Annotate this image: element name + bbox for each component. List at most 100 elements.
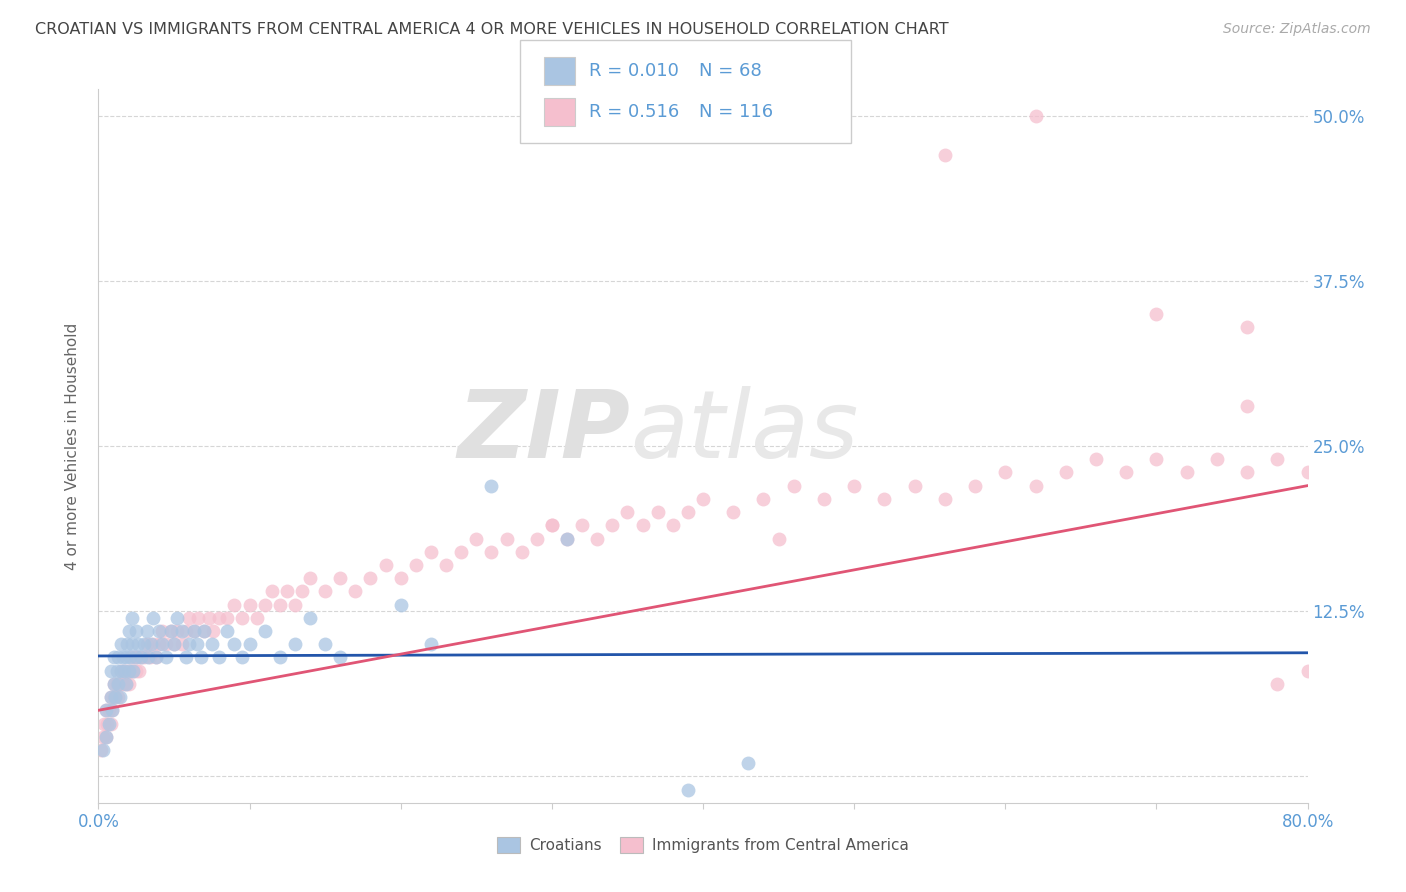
Point — [118, 624, 141, 638]
Point — [329, 650, 352, 665]
Point — [111, 677, 134, 691]
Point — [253, 624, 276, 638]
Point — [136, 650, 159, 665]
Point — [160, 624, 183, 638]
Point — [1236, 320, 1258, 334]
Point — [132, 637, 155, 651]
Point — [1144, 307, 1167, 321]
Point — [186, 637, 208, 651]
Point — [692, 491, 714, 506]
Point — [105, 664, 128, 678]
Point — [107, 650, 129, 665]
Point — [224, 598, 246, 612]
Point — [125, 650, 148, 665]
Point — [405, 558, 427, 572]
Point — [108, 677, 131, 691]
Point — [873, 491, 896, 506]
Point — [163, 637, 186, 651]
Point — [139, 650, 162, 665]
Point — [110, 664, 132, 678]
Point — [132, 650, 155, 665]
Point — [647, 505, 669, 519]
Point — [190, 650, 212, 665]
Text: N = 68: N = 68 — [699, 62, 762, 79]
Point — [101, 703, 124, 717]
Point — [150, 624, 173, 638]
Point — [148, 637, 170, 651]
Point — [1115, 466, 1137, 480]
Point — [1236, 466, 1258, 480]
Point — [103, 677, 125, 691]
Point — [166, 611, 188, 625]
Point — [510, 545, 533, 559]
Point — [737, 756, 759, 771]
Point — [676, 782, 699, 797]
Point — [120, 650, 142, 665]
Point — [1054, 466, 1077, 480]
Point — [112, 664, 135, 678]
Point — [98, 703, 121, 717]
Point — [904, 478, 927, 492]
Point — [100, 690, 122, 704]
Point — [112, 664, 135, 678]
Point — [107, 677, 129, 691]
Point — [344, 584, 367, 599]
Point — [676, 505, 699, 519]
Text: R = 0.516: R = 0.516 — [589, 103, 679, 121]
Point — [160, 624, 183, 638]
Point — [193, 624, 215, 638]
Point — [94, 703, 117, 717]
Point — [571, 518, 593, 533]
Point — [115, 664, 138, 678]
Point — [115, 637, 138, 651]
Point — [1024, 478, 1046, 492]
Point — [284, 637, 307, 651]
Point — [141, 637, 163, 651]
Point — [239, 598, 262, 612]
Point — [135, 637, 157, 651]
Point — [129, 650, 152, 665]
Point — [107, 690, 129, 704]
Point — [215, 624, 238, 638]
Point — [586, 532, 609, 546]
Point — [170, 624, 193, 638]
Point — [94, 730, 117, 744]
Point — [111, 650, 134, 665]
Point — [844, 478, 866, 492]
Point — [91, 743, 114, 757]
Point — [118, 677, 141, 691]
Text: atlas: atlas — [630, 386, 859, 477]
Point — [420, 637, 443, 651]
Point — [187, 611, 209, 625]
Point — [1267, 677, 1289, 691]
Point — [145, 650, 167, 665]
Y-axis label: 4 or more Vehicles in Household: 4 or more Vehicles in Household — [65, 322, 80, 570]
Point — [1236, 400, 1258, 414]
Point — [105, 677, 128, 691]
Point — [108, 690, 131, 704]
Point — [481, 545, 503, 559]
Point — [142, 637, 165, 651]
Point — [360, 571, 382, 585]
Point — [224, 637, 246, 651]
Point — [965, 478, 987, 492]
Point — [100, 664, 122, 678]
Point — [934, 148, 956, 162]
Point — [239, 637, 262, 651]
Point — [101, 703, 124, 717]
Point — [183, 624, 205, 638]
Point — [631, 518, 654, 533]
Text: R = 0.010: R = 0.010 — [589, 62, 679, 79]
Point — [374, 558, 396, 572]
Point — [752, 491, 775, 506]
Point — [269, 598, 291, 612]
Point — [269, 650, 291, 665]
Point — [135, 624, 157, 638]
Point — [1144, 452, 1167, 467]
Point — [103, 650, 125, 665]
Point — [434, 558, 457, 572]
Point — [723, 505, 745, 519]
Point — [1206, 452, 1229, 467]
Point — [934, 491, 956, 506]
Point — [170, 637, 193, 651]
